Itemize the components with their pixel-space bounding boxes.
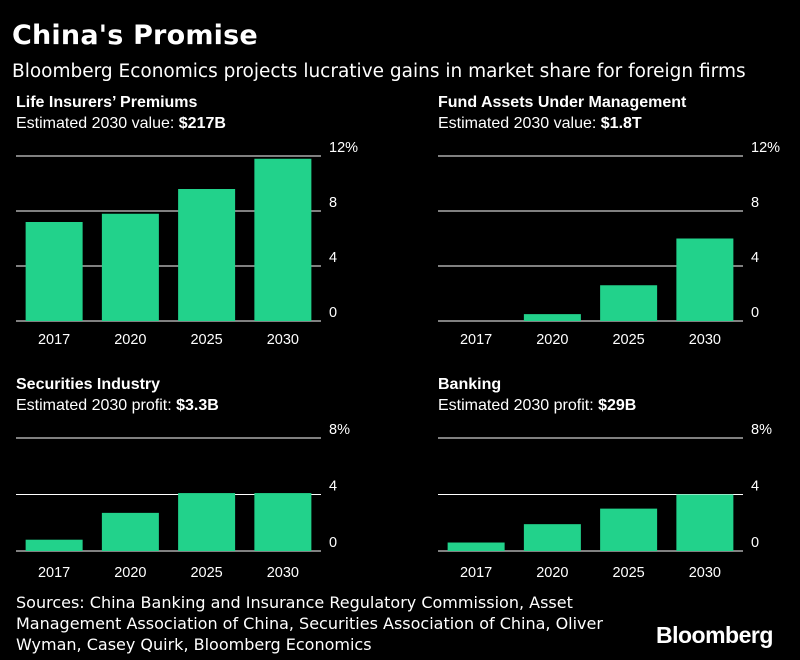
chart-title: China's Promise [12,20,258,51]
x-tick-label: 2020 [114,565,146,581]
panel-title: Securities Industry [16,376,161,393]
bloomberg-logo: Bloomberg [656,622,773,648]
x-tick-label: 2025 [612,565,644,581]
x-tick-label: 2017 [460,332,492,348]
panel-subtitle: Estimated 2030 profit: $29B [438,397,636,415]
bar-chart: 0 4 8 12% 2017 2020 2025 2030 [16,140,358,348]
bar-2025 [178,189,236,321]
panel-fund-assets: Fund Assets Under Management Estimated 2… [438,94,798,348]
panel-subtitle-value: $29B [598,397,637,414]
bar-2017 [447,542,505,551]
y-tick-label: 0 [751,535,759,551]
bar-2025 [600,285,658,321]
panel-subtitle-label: Estimated 2030 value: [438,115,601,132]
bar-2017 [25,539,83,551]
x-tick-label: 2030 [267,565,299,581]
panel-subtitle-value: $3.3B [176,397,219,414]
sources-note: Sources: China Banking and Insurance Reg… [16,593,603,654]
bar-2020 [101,213,159,321]
bar-2030 [254,158,312,321]
bar-chart: 0 4 8% 2017 2020 2025 2030 [438,422,772,581]
x-tick-label: 2020 [536,565,568,581]
x-tick-label: 2017 [38,565,70,581]
y-tick-label: 4 [751,479,759,495]
y-tick-label: 8 [329,195,337,211]
bar-2020 [523,524,581,551]
panel-securities: Securities Industry Estimated 2030 profi… [16,376,376,626]
bar-2025 [600,508,658,551]
panel-subtitle-value: $1.8T [600,115,642,132]
y-tick-label: 8% [751,422,772,438]
panel-title: Fund Assets Under Management [438,94,687,111]
panel-subtitle-value: $217B [178,115,226,132]
x-tick-label: 2025 [612,332,644,348]
bar-2030 [676,494,734,551]
y-tick-label: 0 [329,535,337,551]
bar-2030 [254,493,312,551]
y-tick-label: 12% [751,140,780,156]
x-tick-label: 2025 [190,565,222,581]
bar-2020 [523,314,581,321]
y-tick-label: 12% [329,140,358,156]
bar-chart: 0 4 8% 2017 2020 2025 2030 [16,422,350,581]
panel-subtitle-label: Estimated 2030 profit: [16,397,177,414]
x-tick-label: 2017 [460,565,492,581]
bar-2020 [101,512,159,551]
y-tick-label: 8% [329,422,350,438]
y-tick-label: 8 [751,195,759,211]
panel-subtitle-label: Estimated 2030 value: [16,115,179,132]
y-tick-label: 4 [329,479,337,495]
panel-subtitle: Estimated 2030 value: $1.8T [438,115,642,133]
x-tick-label: 2020 [114,332,146,348]
y-tick-label: 0 [329,305,337,321]
bar-2017 [25,222,83,321]
panel-title: Banking [438,376,502,393]
y-tick-label: 4 [329,250,337,266]
panel-title: Life Insurers’ Premiums [16,94,198,111]
x-tick-label: 2030 [689,332,721,348]
y-tick-label: 0 [751,305,759,321]
x-tick-label: 2020 [536,332,568,348]
x-tick-label: 2017 [38,332,70,348]
x-tick-label: 2025 [190,332,222,348]
panel-life-insurers: Life Insurers’ Premiums Estimated 2030 v… [16,94,376,348]
panel-subtitle: Estimated 2030 value: $217B [16,115,226,133]
panel-subtitle: Estimated 2030 profit: $3.3B [16,397,219,415]
x-tick-label: 2030 [689,565,721,581]
panel-subtitle-label: Estimated 2030 profit: [438,397,599,414]
bar-2025 [178,493,236,551]
x-tick-label: 2030 [267,332,299,348]
y-tick-label: 4 [751,250,759,266]
panel-banking: Banking Estimated 2030 profit: $29B 0 4 8%… [438,376,798,626]
bar-2030 [676,238,734,321]
chart-subtitle: Bloomberg Economics projects lucrative g… [12,61,746,82]
bar-chart: 0 4 8 12% 2017 2020 2025 2030 [438,140,780,348]
